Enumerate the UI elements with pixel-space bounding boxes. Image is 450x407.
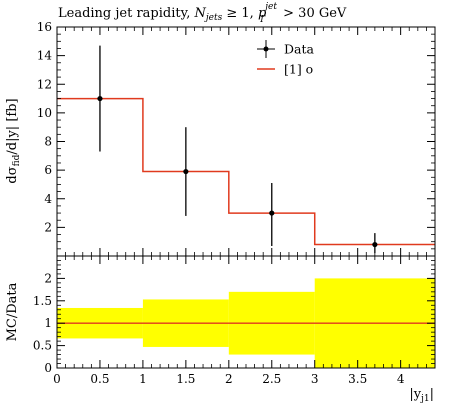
ratio-y-axis-label: MC/Data bbox=[5, 282, 20, 341]
main-y-tick-label: 4 bbox=[44, 192, 52, 206]
data-point bbox=[183, 168, 189, 175]
x-tick-label: 0 bbox=[53, 372, 61, 386]
data-point bbox=[269, 210, 275, 216]
legend-mc-label: [1] o bbox=[284, 62, 313, 77]
main-y-tick-label: 16 bbox=[37, 20, 52, 34]
x-tick-label: 2.5 bbox=[262, 372, 281, 386]
x-tick-label: 0.5 bbox=[90, 372, 109, 386]
x-tick-label: 1 bbox=[139, 372, 147, 386]
main-panel: 2 4 6 8 10 12 14 16 bbox=[37, 20, 436, 257]
main-y-tick-label: 14 bbox=[37, 49, 53, 63]
main-y-tick-label: 2 bbox=[44, 220, 52, 234]
main-plot-marks bbox=[57, 45, 435, 254]
x-tick-label: 1.5 bbox=[176, 372, 195, 386]
data-point bbox=[97, 95, 103, 102]
main-y-axis: 2 4 6 8 10 12 14 16 bbox=[37, 20, 436, 256]
ratio-y-axis: 0 0.5 1 1.5 2 bbox=[33, 260, 435, 375]
ratio-y-tick-label: 1 bbox=[44, 316, 52, 330]
x-tick-label: 3.5 bbox=[348, 372, 367, 386]
x-tick-label: 4 bbox=[397, 372, 405, 386]
main-y-axis-label: dσfid/d|y| [fb] bbox=[5, 98, 22, 183]
main-y-tick-label: 12 bbox=[37, 77, 52, 91]
ratio-y-tick-label: 0.5 bbox=[33, 339, 52, 353]
x-axis: 0 0.5 1 1.5 2 2.5 3 3.5 4 bbox=[53, 256, 436, 386]
ratio-y-tick-label: 2 bbox=[44, 271, 52, 285]
main-y-tick-label: 8 bbox=[44, 135, 52, 149]
legend-data-marker bbox=[263, 46, 269, 52]
ratio-y-tick-label: 1.5 bbox=[33, 294, 52, 308]
data-point bbox=[372, 241, 378, 248]
ratio-plot-marks bbox=[57, 278, 435, 368]
legend-entry-mc: [1] o bbox=[257, 62, 313, 77]
main-y-tick-label: 6 bbox=[44, 163, 52, 177]
ratio-panel: 0 0.5 1 1.5 2 0 0.5 1 1.5 2 2.5 3 3.5 4 bbox=[33, 255, 436, 386]
ratio-y-tick-label: 0 bbox=[44, 361, 52, 375]
main-y-tick-label: 10 bbox=[37, 106, 52, 120]
legend: Data [1] o bbox=[257, 40, 314, 77]
main-plot-frame bbox=[56, 26, 436, 257]
legend-data-label: Data bbox=[284, 42, 314, 57]
mc-step-line bbox=[57, 97, 435, 246]
x-axis-label: |yj1| bbox=[409, 387, 434, 404]
x-tick-label: 3 bbox=[311, 372, 319, 386]
legend-entry-data: Data bbox=[257, 40, 314, 58]
x-tick-label: 2 bbox=[225, 372, 233, 386]
chart-title: Leading jet rapidity, Njets ≥ 1, pjet T >… bbox=[58, 2, 347, 25]
